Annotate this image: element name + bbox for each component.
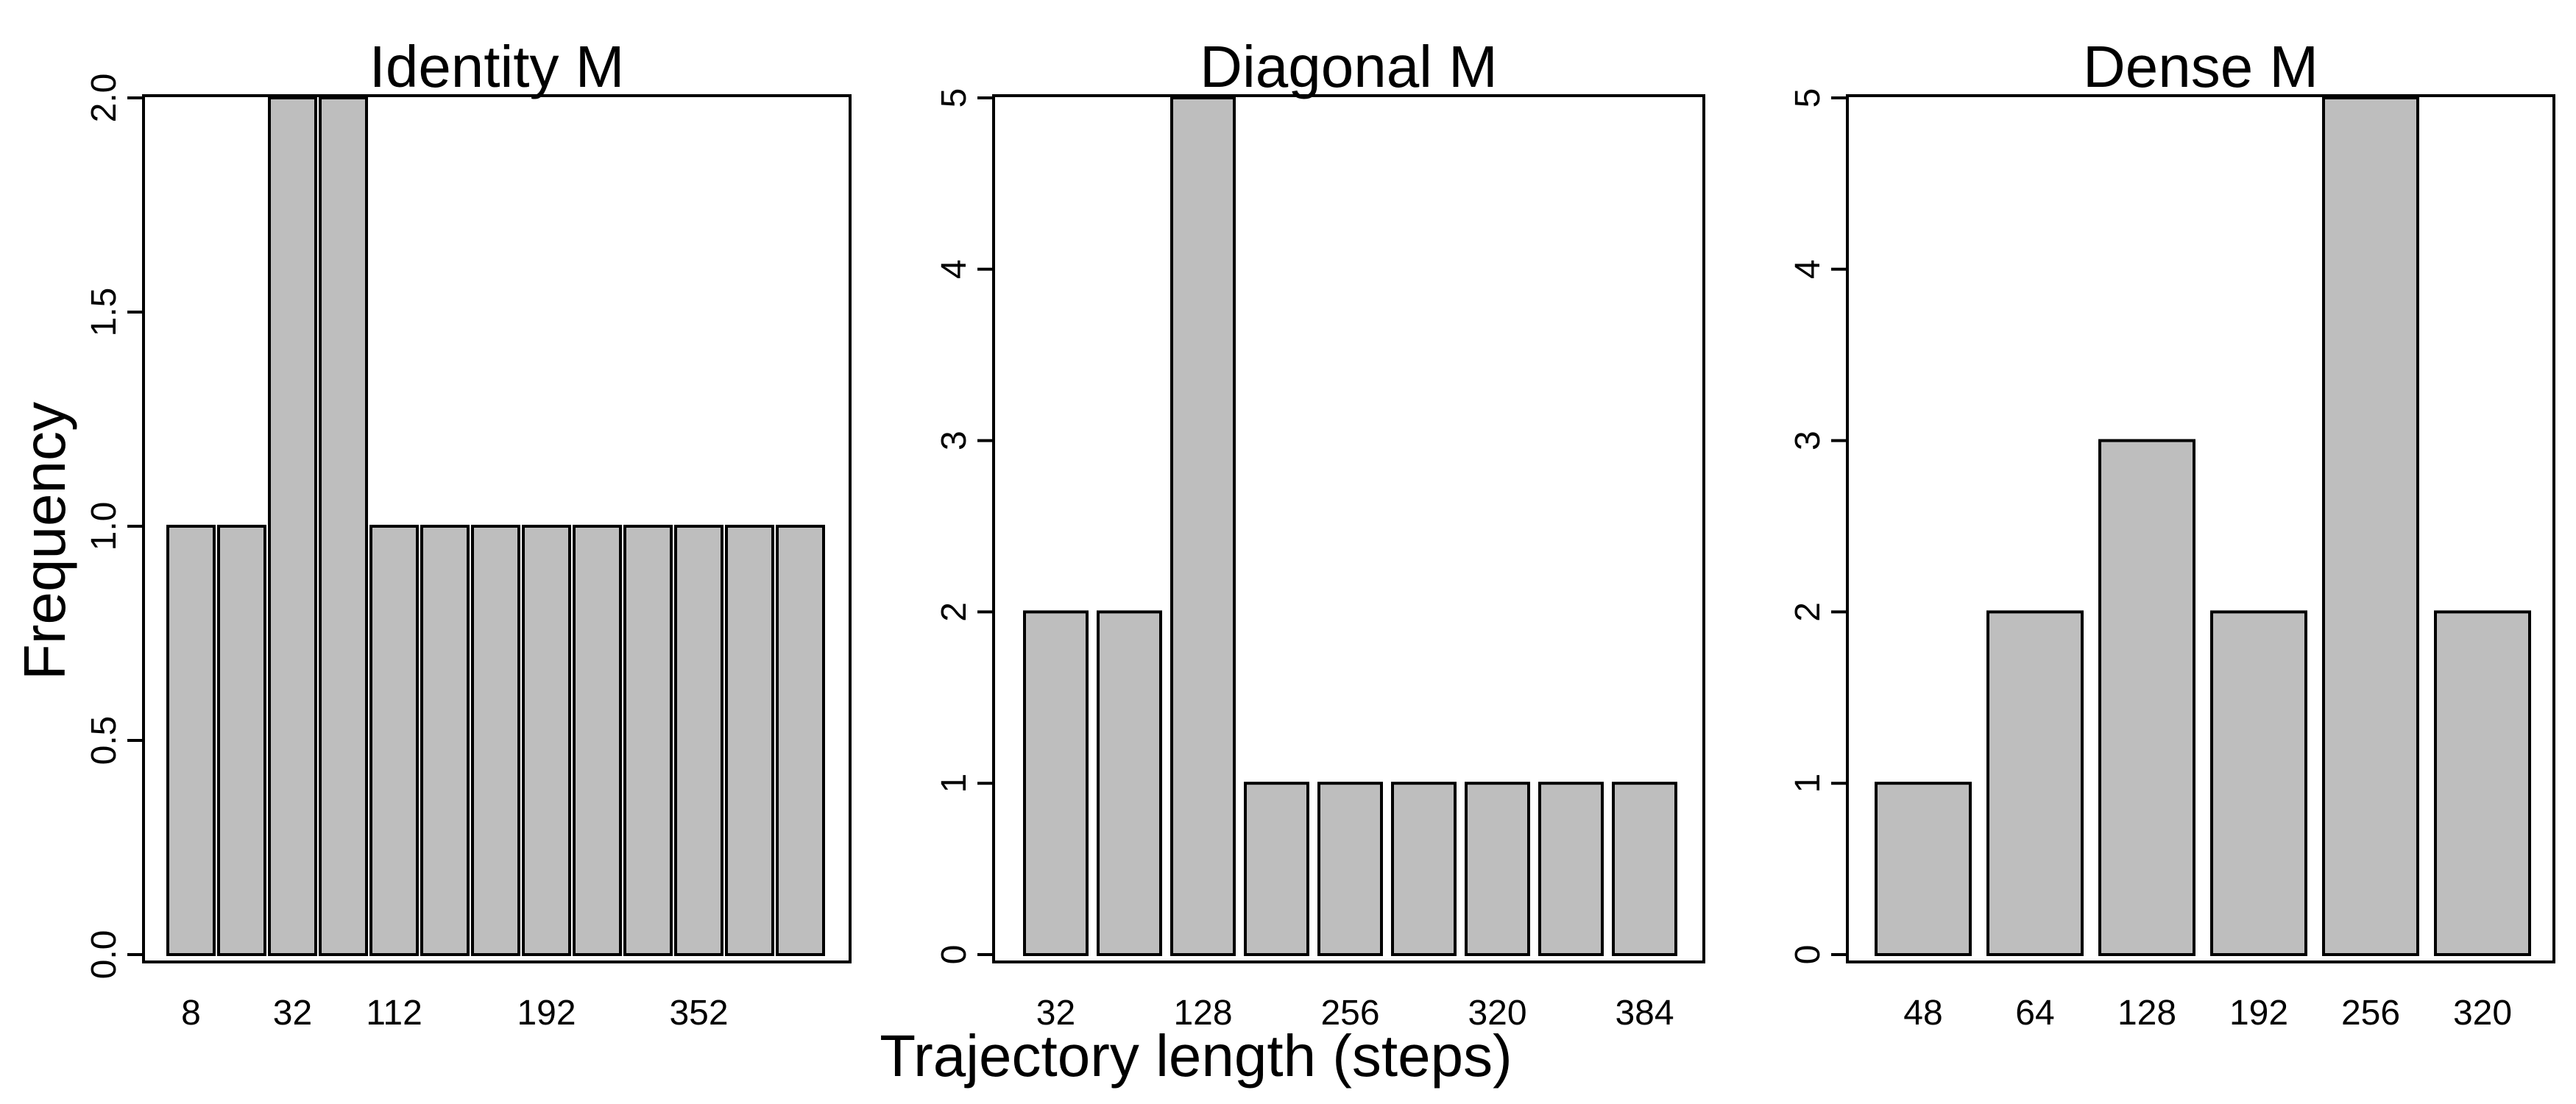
x-tick-label: 128 xyxy=(2117,994,2176,1033)
panel-title: Identity M xyxy=(369,34,625,99)
y-tick-label: 0.5 xyxy=(85,716,124,765)
bar xyxy=(1538,782,1604,956)
x-tick-label: 8 xyxy=(181,994,201,1033)
bar xyxy=(1465,782,1530,956)
bar xyxy=(268,96,317,956)
x-tick-label: 384 xyxy=(1615,994,1674,1033)
y-axis-title: Frequency xyxy=(12,402,77,680)
panel-title: Diagonal M xyxy=(1200,34,1498,99)
x-tick-label: 32 xyxy=(1036,994,1075,1033)
x-tick-label: 256 xyxy=(1320,994,1379,1033)
x-tick-label: 192 xyxy=(2229,994,2288,1033)
x-tick-label: 32 xyxy=(273,994,312,1033)
panel-title: Dense M xyxy=(2083,34,2318,99)
y-tick-label: 1 xyxy=(935,774,974,793)
y-tick-label: 0 xyxy=(1788,945,1827,965)
plot-frame xyxy=(1846,94,2555,963)
bar xyxy=(1023,610,1089,957)
bar xyxy=(2434,610,2531,957)
x-tick-label: 320 xyxy=(1468,994,1526,1033)
y-tick-label: 3 xyxy=(935,431,974,450)
x-tick-label: 320 xyxy=(2453,994,2512,1033)
plot-frame xyxy=(992,94,1705,963)
y-tick-label: 5 xyxy=(935,88,974,108)
panel-2: 0 1 2 3 4 5 32 128 256 320 384 Diagonal M xyxy=(935,34,1705,1033)
x-tick-label: 128 xyxy=(1173,994,1232,1033)
x-tick-label: 256 xyxy=(2341,994,2400,1033)
y-tick-label: 2.0 xyxy=(85,74,124,123)
y-tick-label: 3 xyxy=(1788,431,1827,450)
y-tick-label: 4 xyxy=(1788,259,1827,279)
bar xyxy=(1875,782,1972,956)
bar xyxy=(2098,439,2195,956)
bar xyxy=(1244,782,1309,956)
y-tick-label: 5 xyxy=(1788,88,1827,108)
plot-frame xyxy=(142,94,852,963)
bar xyxy=(573,525,622,956)
panel-1: 0.0 0.5 1.0 1.5 2.0 8 32 112 192 352 Identity M xyxy=(85,34,852,1033)
bar xyxy=(1612,782,1677,956)
bar xyxy=(1317,782,1383,956)
bar xyxy=(369,525,419,956)
bar xyxy=(1097,610,1162,957)
bar xyxy=(1391,782,1457,956)
bar xyxy=(1170,96,1236,956)
y-tick-label: 2 xyxy=(1788,602,1827,622)
x-tick-label: 192 xyxy=(517,994,576,1033)
bar xyxy=(725,525,774,956)
bar xyxy=(674,525,723,956)
y-tick-label: 0 xyxy=(935,945,974,965)
bar xyxy=(2322,96,2419,956)
x-tick-label: 64 xyxy=(2015,994,2054,1033)
bar xyxy=(217,525,266,956)
x-tick-label: 352 xyxy=(669,994,728,1033)
x-tick-label: 112 xyxy=(366,994,422,1033)
bar xyxy=(471,525,520,956)
bar xyxy=(420,525,470,956)
bar xyxy=(319,96,368,956)
bar xyxy=(1986,610,2084,957)
y-tick-label: 1.0 xyxy=(85,502,124,551)
panel-3: 0 1 2 3 4 5 48 64 128 192 256 320 Dense M xyxy=(1788,34,2555,1033)
x-axis-title: Trajectory length (steps) xyxy=(880,1023,1512,1089)
y-tick-label: 1 xyxy=(1788,774,1827,793)
bar xyxy=(522,525,571,956)
bar xyxy=(776,525,825,956)
bar xyxy=(623,525,673,956)
x-tick-label: 48 xyxy=(1903,994,1942,1033)
bar xyxy=(166,525,216,956)
y-tick-label: 1.5 xyxy=(85,288,124,337)
y-tick-label: 2 xyxy=(935,602,974,622)
y-tick-label: 4 xyxy=(935,259,974,279)
bar xyxy=(2210,610,2307,957)
y-tick-label: 0.0 xyxy=(85,930,124,980)
